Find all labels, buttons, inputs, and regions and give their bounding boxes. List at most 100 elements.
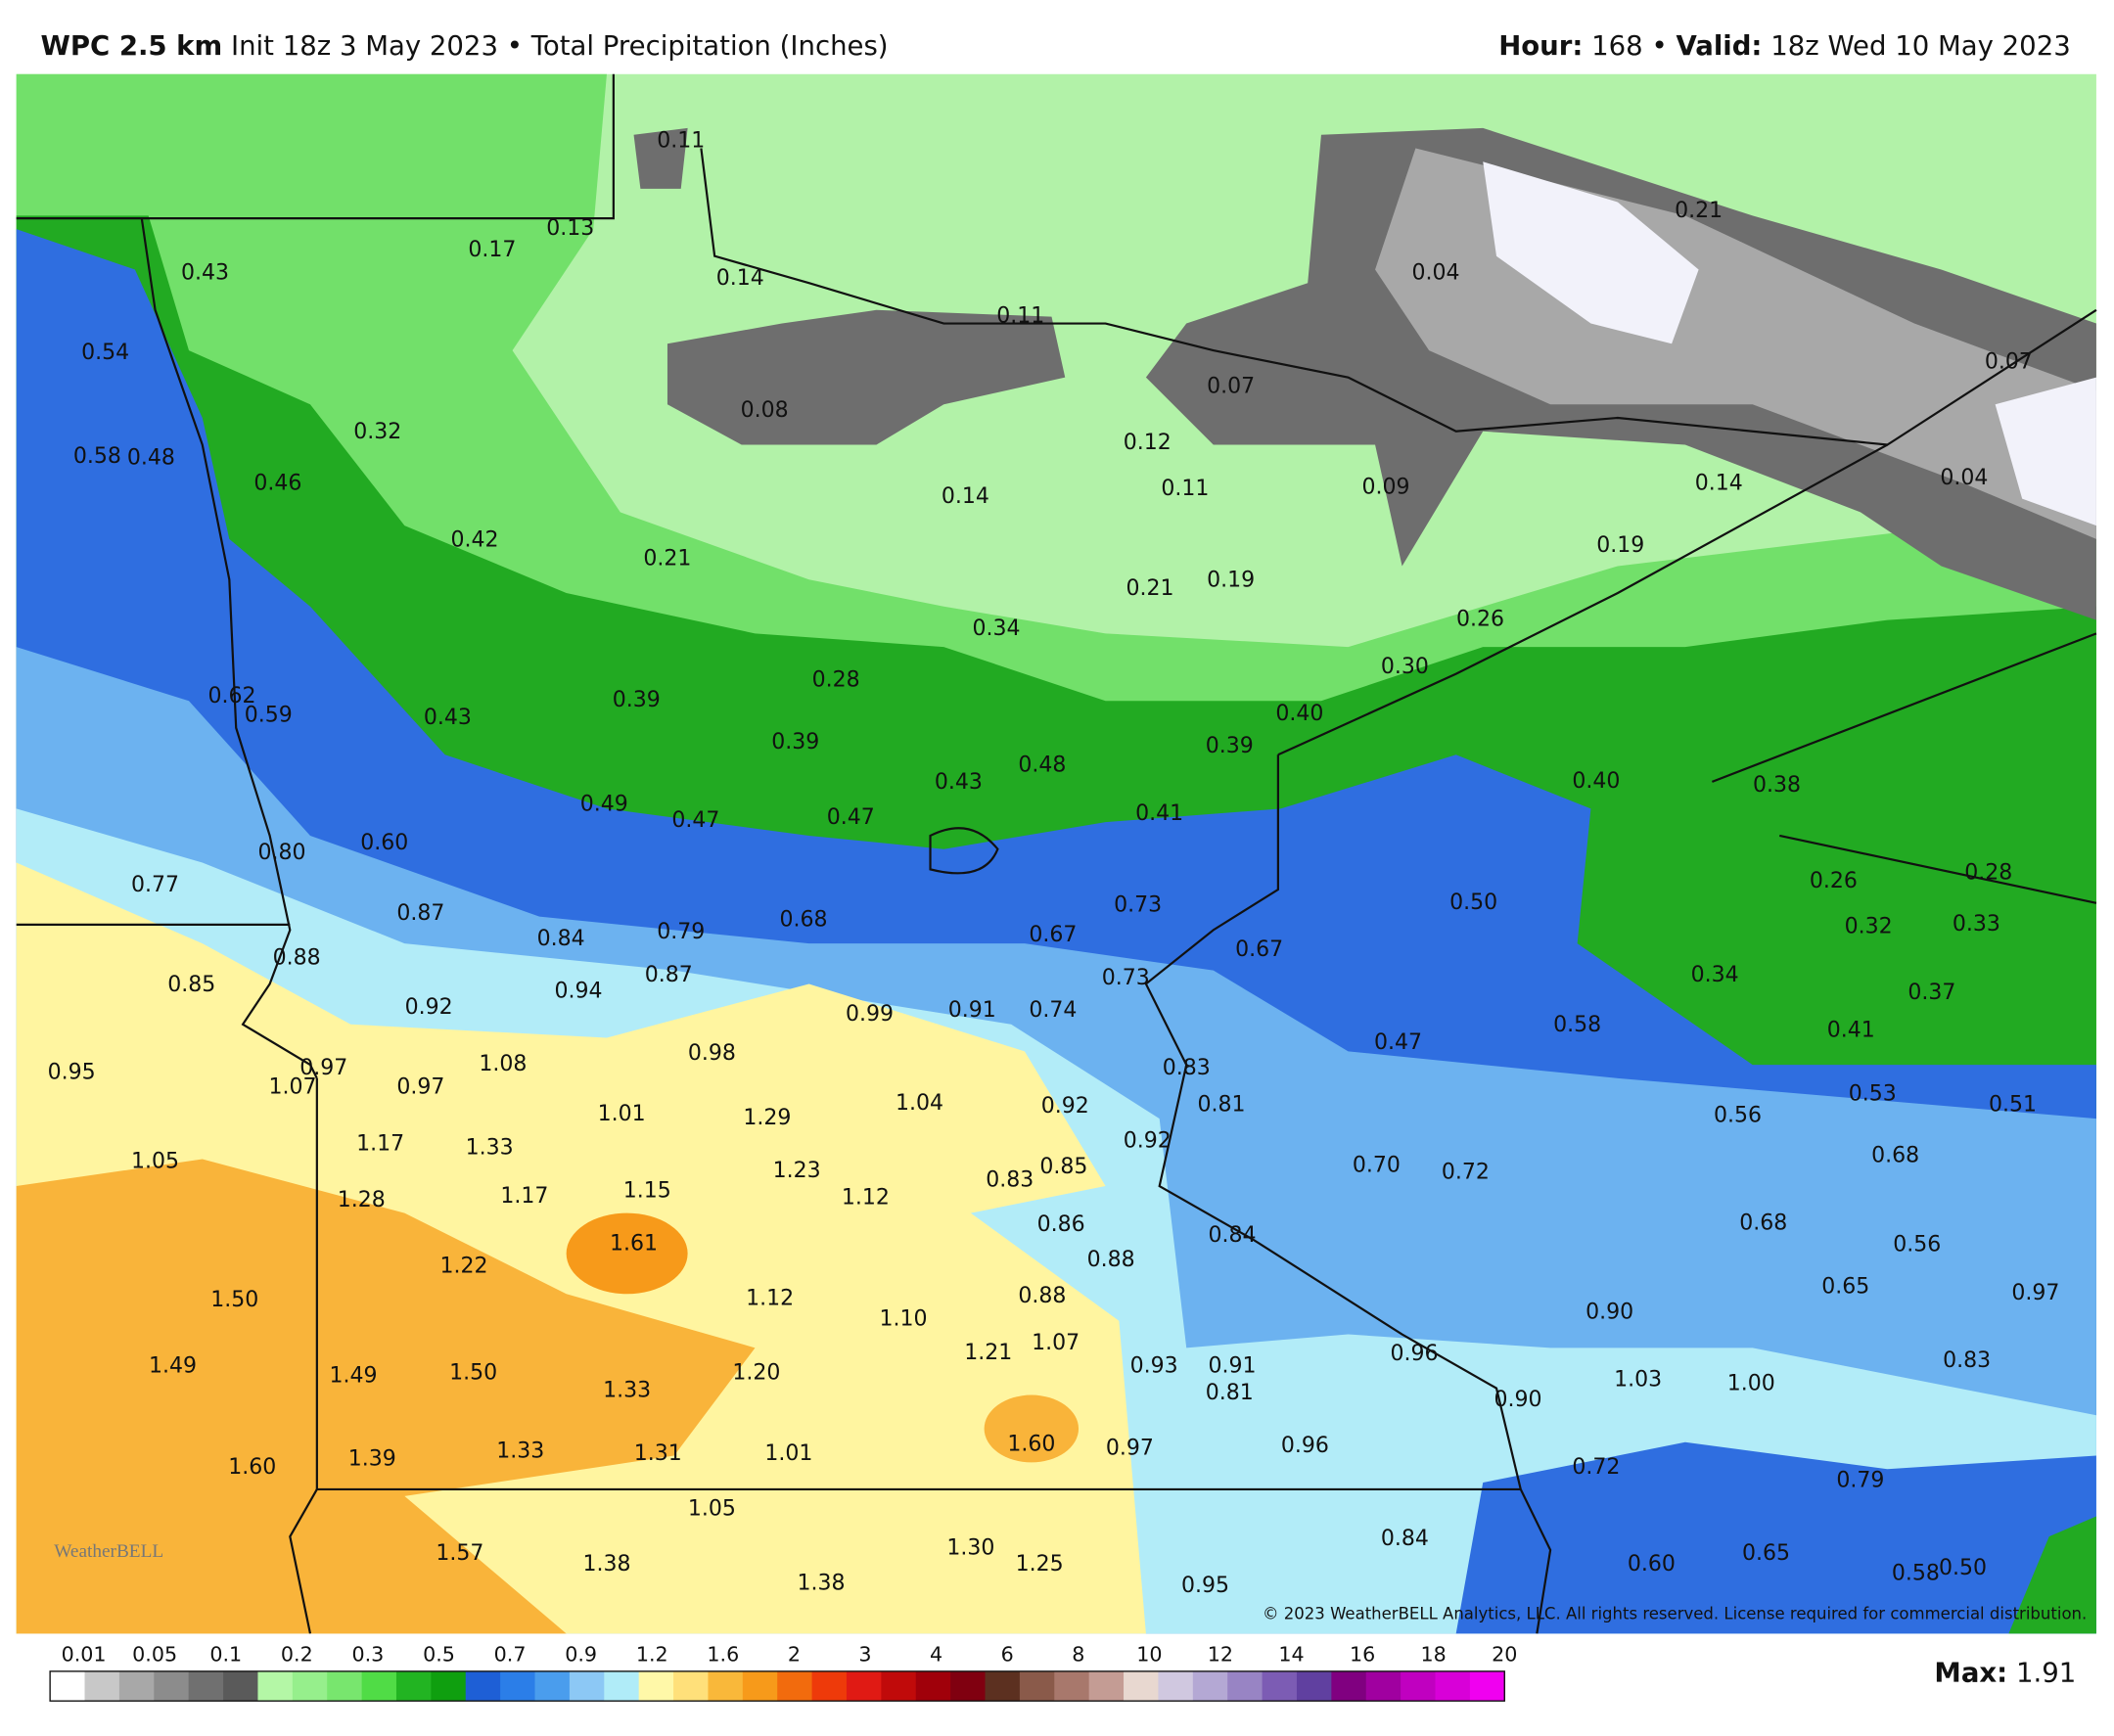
point-value: 0.83 [1163,1056,1211,1080]
logo: WeatherBELL [54,1541,163,1562]
point-value: 0.96 [1281,1434,1329,1458]
point-value: 0.79 [657,920,705,944]
point-value: 0.86 [1037,1212,1085,1237]
point-value: 0.53 [1849,1081,1897,1106]
point-labels: 0.11 0.13 0.17 0.43 0.14 0.11 0.04 0.21 0.54 0.08… [48,129,2060,1598]
point-value: 0.34 [973,617,1021,641]
legend-label: 20 [1492,1642,1517,1666]
copyright: © 2023 WeatherBELL Analytics, LLC. All r… [1263,1605,2087,1623]
point-value: 0.73 [1102,966,1150,990]
point-value: 1.29 [743,1106,791,1130]
point-value: 1.33 [603,1378,651,1402]
point-value: 0.26 [1456,608,1504,632]
legend-label: 0.7 [494,1642,527,1666]
legend-swatch [1227,1670,1263,1702]
valid-label: Valid: [1676,30,1762,62]
legend-label: 16 [1350,1642,1375,1666]
point-value: 1.17 [356,1131,404,1156]
point-value: 0.11 [1161,477,1209,501]
point-value: 0.92 [405,995,453,1020]
legend-swatch [84,1670,120,1702]
point-value: 0.74 [1029,998,1077,1023]
point-value: 0.91 [948,998,996,1023]
point-value: 0.56 [1714,1103,1762,1127]
legend-label: 3 [858,1642,871,1666]
point-value: 0.21 [643,547,691,571]
point-value: 0.90 [1586,1301,1633,1325]
point-value: 1.50 [449,1360,497,1385]
legend-swatch [465,1670,501,1702]
legend-swatch [154,1670,190,1702]
point-value: 1.17 [500,1184,548,1209]
legend-swatch [395,1670,432,1702]
point-value: 0.95 [48,1060,96,1084]
point-value: 1.33 [496,1439,544,1463]
point-value: 0.38 [1753,773,1801,798]
legend-label: 0.1 [209,1642,242,1666]
point-value: 0.54 [81,341,129,365]
legend-label: 2 [788,1642,801,1666]
legend-label: 12 [1208,1642,1233,1666]
point-value: 1.30 [946,1536,994,1561]
legend-swatch [604,1670,640,1702]
point-value: 0.41 [1135,801,1183,826]
legend-swatch [361,1670,397,1702]
legend-label: 1.6 [707,1642,739,1666]
point-value: 0.72 [1442,1160,1490,1184]
point-value: 0.13 [546,216,594,241]
legend-label: 6 [1001,1642,1014,1666]
legend-frame [49,1670,1505,1702]
header-right: Hour: 168 • Valid: 18z Wed 10 May 2023 [1498,30,2071,62]
point-value: 0.95 [1181,1574,1229,1598]
point-value: 0.67 [1235,937,1283,962]
point-value: 0.83 [1943,1348,1991,1373]
legend-label: 4 [930,1642,942,1666]
point-value: 0.97 [2011,1281,2059,1305]
legend-swatch [1365,1670,1402,1702]
point-value: 1.12 [746,1287,794,1311]
legend-label: 14 [1278,1642,1304,1666]
point-value: 0.84 [1381,1527,1429,1551]
point-value: 0.39 [771,730,819,754]
point-value: 0.33 [1953,912,2000,937]
point-value: 0.84 [1209,1223,1257,1248]
point-value: 0.97 [396,1075,444,1100]
legend-swatch [257,1670,294,1702]
point-value: 0.14 [942,484,989,509]
point-value: 0.07 [1207,374,1255,398]
point-value: 0.48 [127,445,175,470]
point-value: 0.21 [1675,199,1723,223]
point-value: 0.80 [258,841,306,865]
precip-field [16,73,2096,1634]
point-value: 1.60 [1007,1432,1055,1456]
legend-swatch [1158,1670,1194,1702]
legend-swatch [673,1670,709,1702]
point-value: 0.47 [1374,1030,1422,1055]
point-value: 0.04 [1412,261,1460,286]
point-value: 0.32 [353,420,401,444]
point-value: 1.01 [598,1102,646,1126]
legend-swatch [569,1670,605,1702]
point-value: 0.65 [1821,1274,1869,1299]
legend-label: 8 [1072,1642,1084,1666]
point-value: 0.72 [1572,1455,1620,1480]
separator: • [1651,30,1667,62]
legend-swatch [1054,1670,1090,1702]
point-value: 0.28 [1964,861,2012,886]
point-value: 1.15 [623,1179,671,1204]
legend-swatch [881,1670,917,1702]
point-value: 0.07 [1985,350,2033,375]
point-value: 0.97 [299,1056,347,1080]
legend-swatch [292,1670,328,1702]
point-value: 0.50 [1449,891,1497,915]
point-value: 0.51 [1989,1092,2037,1117]
point-value: 0.46 [253,471,301,495]
model: WPC 2.5 km [40,30,222,62]
max-value: 1.91 [2016,1658,2076,1689]
point-value: 1.23 [773,1159,821,1183]
point-value: 0.58 [1553,1013,1601,1037]
legend-swatch [638,1670,674,1702]
point-value: 0.41 [1827,1019,1875,1043]
legend-label: 18 [1421,1642,1447,1666]
